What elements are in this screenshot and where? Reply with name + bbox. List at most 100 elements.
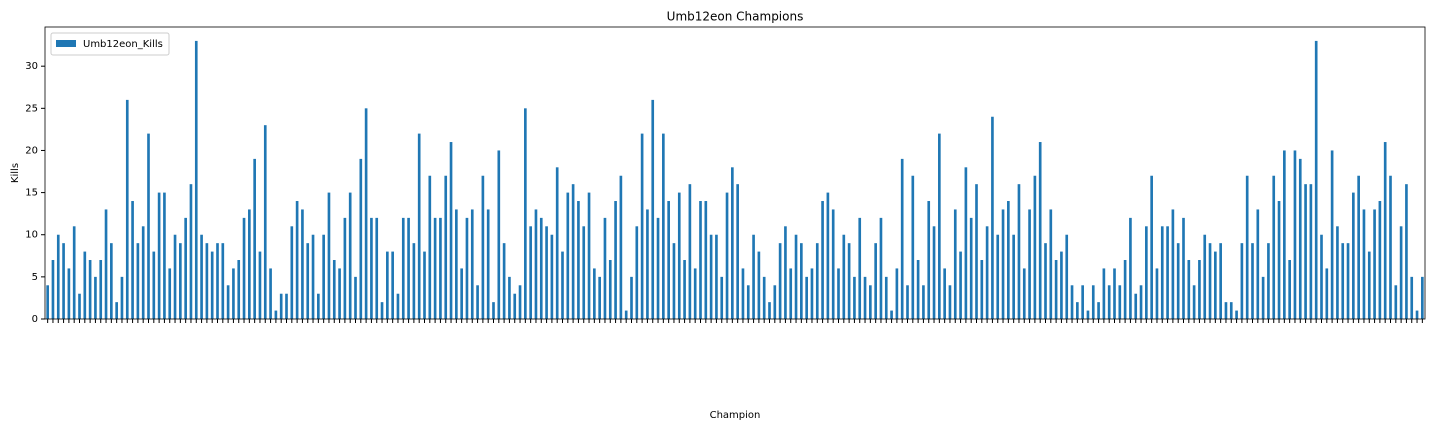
legend-swatch [56, 40, 76, 47]
bar [720, 276, 724, 319]
bar [168, 268, 172, 319]
bar [900, 158, 904, 319]
bar [571, 184, 575, 319]
bar [853, 276, 856, 319]
bar [561, 251, 564, 319]
bar [768, 302, 771, 319]
bar [104, 209, 108, 319]
bar [1378, 201, 1382, 319]
bar [1113, 268, 1116, 319]
bar [1293, 150, 1297, 319]
bar [614, 201, 617, 319]
bar [762, 276, 766, 319]
bar [672, 243, 676, 319]
y-tick-label: 15 [25, 188, 38, 199]
bar [269, 268, 272, 319]
bar [99, 260, 103, 319]
bar [279, 293, 283, 319]
bar [46, 285, 49, 319]
bar [417, 133, 421, 319]
bar [784, 226, 787, 319]
bar [364, 108, 368, 319]
bar [789, 268, 793, 319]
bar [1129, 217, 1132, 319]
bar [863, 276, 867, 319]
bar [1352, 192, 1355, 319]
bar [656, 217, 660, 319]
bar [1065, 234, 1069, 319]
bar [916, 260, 920, 319]
legend: Umb12eon_Kills [50, 32, 170, 56]
bar [290, 226, 294, 319]
bar [1224, 302, 1228, 319]
bar [481, 175, 485, 319]
bar [502, 243, 506, 319]
bar [1060, 251, 1063, 319]
bar [1336, 226, 1339, 319]
bar [842, 234, 846, 319]
bar [115, 302, 118, 319]
bar [226, 285, 230, 319]
y-tick-label: 0 [32, 314, 38, 325]
bar [401, 217, 405, 319]
y-tick-label: 5 [32, 272, 38, 283]
bar [964, 167, 968, 319]
bar [1044, 243, 1047, 319]
bar [831, 209, 835, 319]
bar [725, 192, 729, 319]
bar [943, 268, 946, 319]
bar [996, 234, 1000, 319]
y-tick-label: 10 [25, 230, 38, 241]
bar [953, 209, 957, 319]
bar [428, 175, 432, 319]
bar [221, 243, 225, 319]
bar [147, 133, 150, 319]
bar [396, 293, 400, 319]
bar [1367, 251, 1371, 319]
bar [1288, 260, 1291, 319]
bar [598, 276, 601, 319]
bar [985, 226, 989, 319]
y-tick-label: 20 [25, 145, 38, 156]
bar [1001, 209, 1005, 319]
bar [619, 175, 623, 319]
bar [370, 217, 373, 319]
bar [56, 234, 60, 319]
bar [1166, 226, 1169, 319]
bar [1304, 184, 1307, 319]
bar [800, 243, 803, 319]
bar [927, 201, 931, 319]
bar [906, 285, 909, 319]
bar [1155, 268, 1159, 319]
bar [1405, 184, 1408, 319]
bar [837, 268, 840, 319]
bar [1256, 209, 1260, 319]
bar [577, 201, 580, 319]
bar [295, 201, 299, 319]
bar [157, 192, 161, 319]
bar [263, 125, 267, 319]
bar [338, 268, 341, 319]
bar [465, 217, 469, 319]
x-axis-label: Champion [710, 410, 761, 421]
bar [1320, 234, 1323, 319]
bar [815, 243, 819, 319]
y-tick-label: 30 [25, 61, 38, 72]
bar [874, 243, 877, 319]
bar [1309, 184, 1313, 319]
bar [566, 192, 570, 319]
bar [433, 217, 437, 319]
bar [847, 243, 851, 319]
bar [1097, 302, 1100, 319]
bar [826, 192, 830, 319]
bar [110, 243, 113, 319]
bar [1251, 243, 1254, 319]
bar [476, 285, 479, 319]
bar [391, 251, 394, 319]
bar [1330, 150, 1334, 319]
bar [1245, 175, 1249, 319]
bar [704, 201, 708, 319]
bar [773, 285, 777, 319]
bar [274, 310, 278, 319]
